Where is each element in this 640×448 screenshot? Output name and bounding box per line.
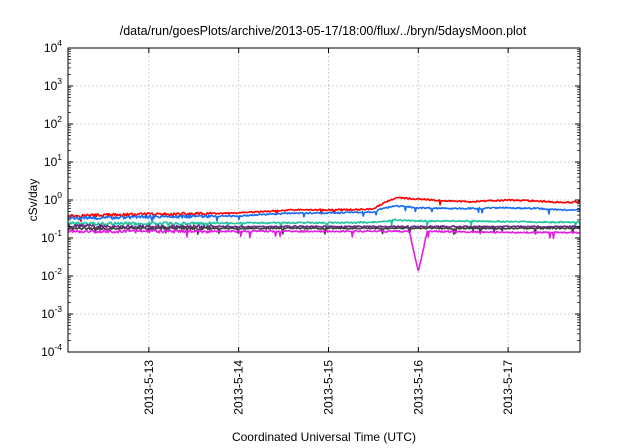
y-tick-label: 10-4 bbox=[41, 342, 62, 359]
y-axis-label: cSv/day bbox=[26, 179, 40, 222]
y-tick-label: 10-2 bbox=[41, 266, 62, 283]
series-line bbox=[67, 196, 581, 222]
tick-marks bbox=[68, 47, 580, 353]
y-tick-label: 10-1 bbox=[41, 228, 62, 245]
y-tick-exponent: 3 bbox=[57, 76, 62, 86]
series-line bbox=[67, 226, 581, 235]
x-tick-label: 2013-5-14 bbox=[232, 360, 246, 415]
y-tick-base: 10 bbox=[44, 79, 58, 93]
y-tick-exponent: -1 bbox=[54, 228, 62, 238]
y-tick-exponent: -4 bbox=[54, 342, 62, 352]
series-line bbox=[67, 204, 581, 222]
y-tick-label: 10-3 bbox=[41, 304, 62, 321]
x-tick-label: 2013-5-17 bbox=[501, 360, 515, 415]
y-tick-label: 101 bbox=[44, 152, 62, 169]
grid bbox=[68, 48, 580, 352]
y-tick-base: 10 bbox=[41, 345, 55, 359]
y-tick-label: 103 bbox=[44, 76, 62, 93]
y-tick-base: 10 bbox=[41, 269, 55, 283]
y-tick-base: 10 bbox=[44, 155, 58, 169]
x-tick-label: 2013-5-13 bbox=[142, 360, 156, 415]
y-tick-exponent: 1 bbox=[57, 152, 62, 162]
series-line bbox=[67, 229, 581, 272]
y-tick-base: 10 bbox=[44, 193, 58, 207]
y-tick-exponent: -2 bbox=[54, 266, 62, 276]
y-tick-label: 104 bbox=[44, 38, 62, 55]
chart-title: /data/run/goesPlots/archive/2013-05-17/1… bbox=[120, 24, 527, 38]
y-tick-exponent: 4 bbox=[57, 38, 62, 48]
y-tick-label: 100 bbox=[44, 190, 62, 207]
y-tick-exponent: -3 bbox=[54, 304, 62, 314]
y-tick-base: 10 bbox=[41, 307, 55, 321]
x-tick-labels: 2013-5-13 2013-5-14 2013-5-15 2013-5-16 2013… bbox=[142, 360, 515, 415]
y-tick-base: 10 bbox=[41, 231, 55, 245]
series-line bbox=[67, 218, 581, 229]
y-tick-label: 102 bbox=[44, 114, 62, 131]
x-tick-label: 2013-5-15 bbox=[321, 360, 335, 415]
y-tick-base: 10 bbox=[44, 117, 58, 131]
y-tick-exponent: 0 bbox=[57, 190, 62, 200]
series-layer bbox=[67, 196, 581, 272]
x-axis-label: Coordinated Universal Time (UTC) bbox=[232, 430, 416, 444]
x-tick-label: 2013-5-16 bbox=[411, 360, 425, 415]
y-tick-base: 10 bbox=[44, 41, 58, 55]
y-tick-exponent: 2 bbox=[57, 114, 62, 124]
